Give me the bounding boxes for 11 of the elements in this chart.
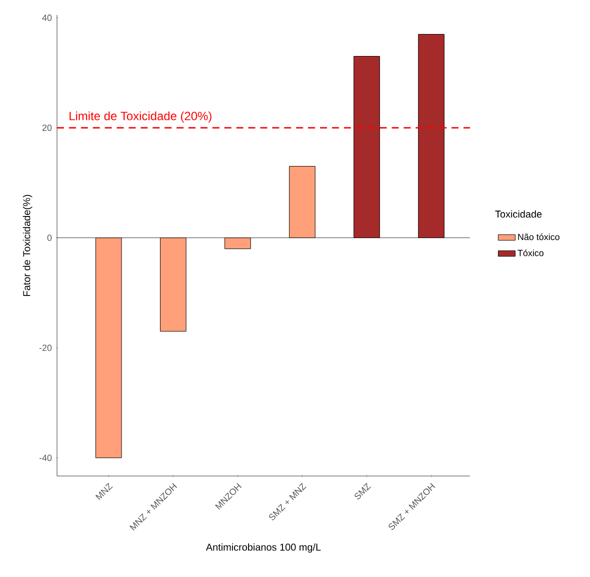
y-tick-label: 0 <box>47 234 52 241</box>
y-axis-title: Fator de Toxicidade(%) <box>22 194 32 296</box>
y-tick-label: -20 <box>39 344 52 351</box>
x-axis-title: Antimicrobianos 100 mg/L <box>206 543 321 553</box>
y-tick-label: 40 <box>42 14 52 21</box>
legend-label: Não tóxico <box>518 233 560 240</box>
y-tick-label: -40 <box>39 454 52 462</box>
y-tick-label: 20 <box>42 124 52 131</box>
ref-line-label: Limite de Toxicidade (20%) <box>70 111 212 123</box>
legend-label: Tóxico <box>518 249 544 256</box>
legend-title: Toxicidade <box>495 210 542 218</box>
